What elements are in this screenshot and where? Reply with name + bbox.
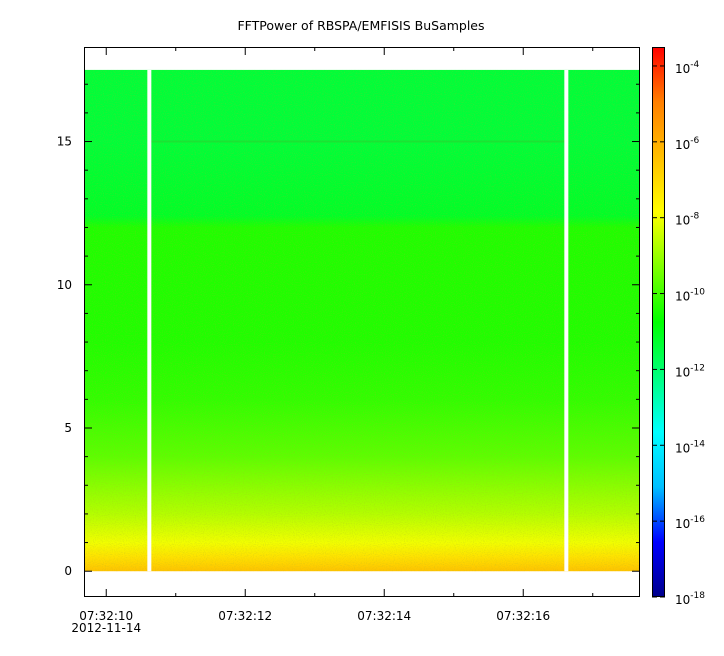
colorbar-tick-base: 10 — [675, 517, 690, 531]
y-tick-label: 5 — [64, 421, 72, 435]
chart-title: FFTPower of RBSPA/EMFISIS BuSamples — [237, 18, 484, 33]
data-gap-1 — [147, 69, 152, 572]
colorbar-tick-base: 10 — [675, 138, 690, 152]
data-gap-2 — [564, 69, 569, 572]
colorbar-gradient — [652, 47, 665, 597]
colorbar-tick-exponent: -18 — [690, 591, 705, 601]
x-tick-label: 07:32:12 — [218, 609, 272, 623]
colorbar-tick-exponent: -4 — [690, 60, 699, 70]
colorbar-tick-base: 10 — [675, 593, 690, 607]
colorbar-tick-base: 10 — [675, 214, 690, 228]
colorbar-tick-label: 10-16 — [675, 515, 705, 531]
plot-frame — [84, 47, 640, 597]
colorbar-tick-base: 10 — [675, 62, 690, 76]
colorbar-tick-exponent: -6 — [690, 136, 699, 146]
y-axis: 0 5 10 15 — [57, 83, 640, 578]
colorbar-tick-label: 10-4 — [675, 60, 700, 76]
colorbar-tick-exponent: -12 — [690, 363, 705, 373]
colorbar-tick-label: 10-12 — [675, 363, 705, 379]
colorbar-tick-exponent: -14 — [690, 439, 705, 449]
colorbar-frame — [652, 47, 665, 597]
colorbar-tick-exponent: -8 — [690, 212, 699, 222]
colorbar-tick-exponent: -10 — [690, 288, 705, 298]
colorbar-tick-label: 10-6 — [675, 136, 700, 152]
y-tick-label: 0 — [64, 564, 72, 578]
plot-area — [84, 47, 640, 597]
colorbar-tick-base: 10 — [675, 290, 690, 304]
x-tick-label: 07:32:14 — [357, 609, 411, 623]
y-tick-label: 15 — [57, 135, 72, 149]
colorbar-tick-base: 10 — [675, 441, 690, 455]
colorbar-tick-base: 10 — [675, 365, 690, 379]
colorbar-tick-label: 10-8 — [675, 212, 700, 228]
y-tick-label: 10 — [57, 278, 72, 292]
colorbar-tick-label: 10-14 — [675, 439, 705, 455]
x-axis: 07:32:10 07:32:12 07:32:14 07:32:16 2012-11-… — [71, 47, 594, 635]
x-tick-label: 07:32:16 — [496, 609, 550, 623]
x-tick-label: 07:32:10 — [79, 609, 133, 623]
colorbar-tick-label: 10-18 — [675, 591, 705, 607]
colorbar-tick-exponent: -16 — [690, 515, 705, 525]
colorbar-tick-label: 10-10 — [675, 288, 705, 304]
x-date-label: 2012-11-14 — [71, 621, 141, 635]
spectrogram-noise-green — [85, 69, 639, 572]
